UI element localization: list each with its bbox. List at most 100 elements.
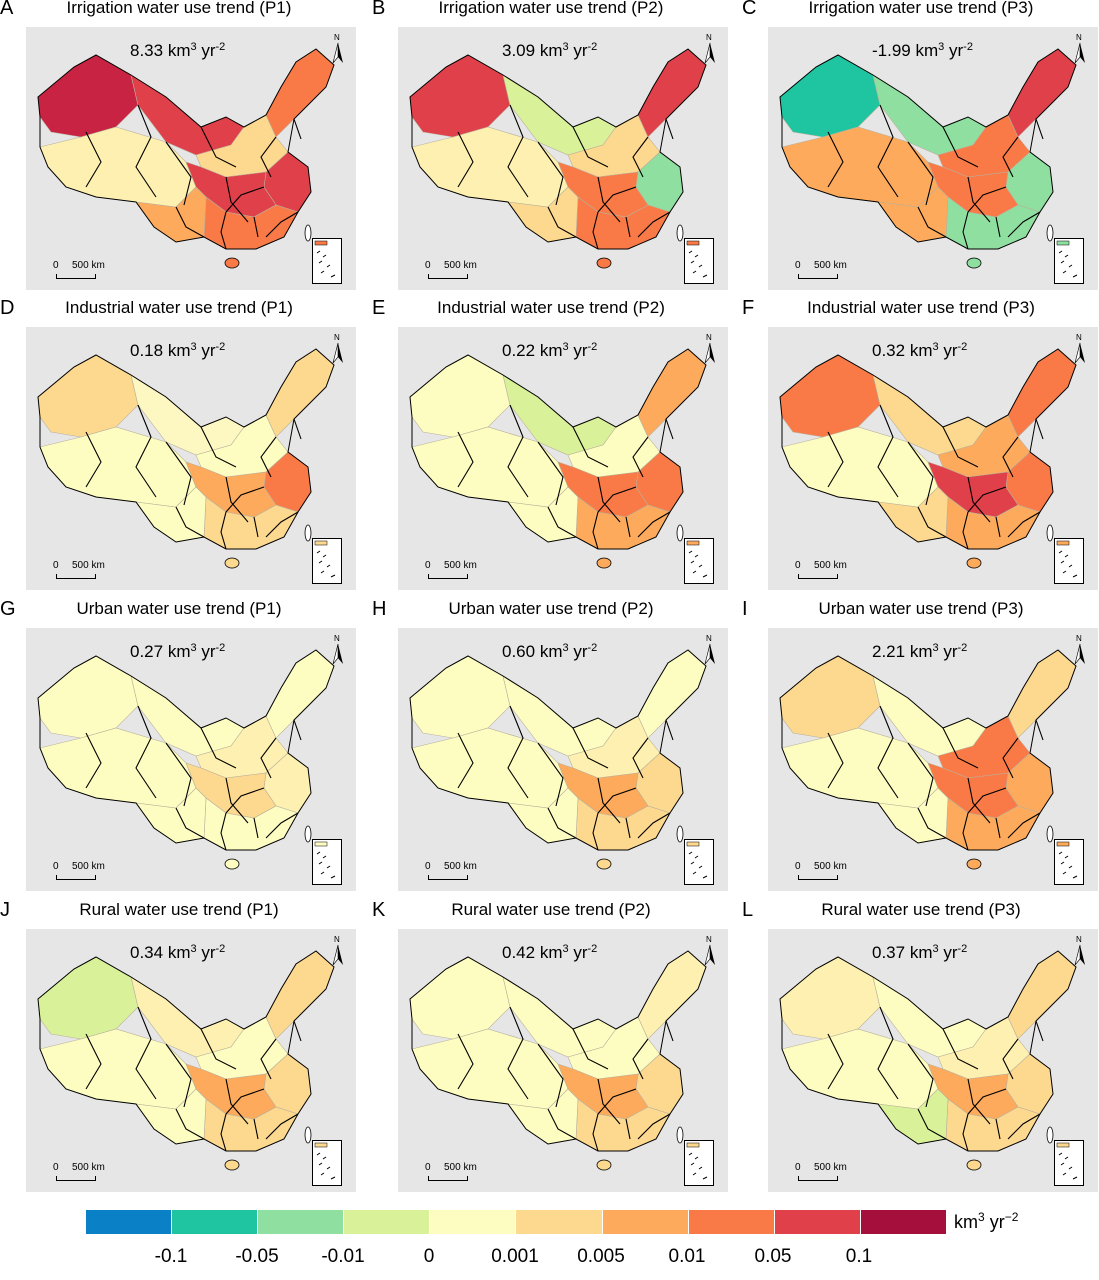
china-map — [779, 649, 1077, 870]
island-taiwan — [1046, 524, 1054, 542]
panel-letter: F — [742, 297, 755, 319]
province-borders — [85, 404, 302, 550]
map-frame: 0.22 km3 yr-2 N 0 500 km — [398, 327, 728, 590]
south-china-sea-inset — [684, 238, 714, 284]
country-outline — [779, 48, 1077, 250]
legend-swatch — [344, 1210, 431, 1234]
region-west — [779, 354, 881, 438]
island-taiwan — [1046, 825, 1054, 843]
legend-tick-label: 0.05 — [754, 1246, 792, 1267]
map-panel-j: J Rural water use trend (P1) 0.34 km3 yr-2… — [0, 899, 356, 1192]
panel-title: Rural water use trend (P1) — [79, 900, 279, 919]
map-panel-i: I Urban water use trend (P3) 2.21 km3 yr-2… — [742, 598, 1098, 891]
panel-title: Irrigation water use trend (P3) — [808, 0, 1034, 17]
region-northeast — [1007, 348, 1077, 438]
legend-swatch — [86, 1210, 173, 1234]
panel-letter: G — [0, 598, 16, 620]
country-outline — [37, 48, 335, 250]
island-hainan — [596, 257, 612, 269]
legend-tick-label: 0.01 — [668, 1246, 706, 1267]
region-west — [409, 956, 511, 1040]
trend-value: 3.09 km3 yr-2 — [502, 41, 598, 60]
region-west — [409, 54, 511, 138]
province-borders — [827, 104, 1044, 250]
country-outline — [37, 950, 335, 1152]
china-map — [779, 48, 1077, 269]
island-taiwan — [304, 224, 312, 242]
island-taiwan — [1046, 1126, 1054, 1144]
panel-letter: A — [0, 0, 14, 19]
south-china-sea-inset — [1054, 238, 1084, 284]
region-west — [37, 655, 139, 739]
legend-unit: km3 yr−2 — [954, 1210, 1019, 1232]
region-northeast — [637, 950, 707, 1040]
map-panel-g: G Urban water use trend (P1) 0.27 km3 yr-2… — [0, 598, 356, 891]
island-hainan — [224, 557, 240, 569]
panel-letter: D — [0, 297, 15, 319]
trend-value: 2.21 km3 yr-2 — [872, 642, 968, 661]
legend-tick-label: -0.05 — [235, 1246, 279, 1267]
region-west — [779, 54, 881, 138]
island-taiwan — [304, 825, 312, 843]
south-china-sea-inset — [312, 238, 342, 284]
panel-title: Industrial water use trend (P2) — [437, 298, 665, 317]
panel-letter: J — [0, 899, 10, 921]
south-china-sea-inset — [312, 839, 342, 885]
north-arrow-icon: N — [702, 333, 718, 365]
south-china-sea-inset — [684, 839, 714, 885]
country-outline — [779, 950, 1077, 1152]
north-arrow-icon: N — [702, 634, 718, 666]
panel-title: Urban water use trend (P3) — [818, 599, 1024, 618]
trend-value: 8.33 km3 yr-2 — [130, 41, 226, 60]
legend-swatch — [258, 1210, 345, 1234]
region-northeast — [637, 649, 707, 739]
island-hainan — [224, 257, 240, 269]
province-borders — [457, 705, 674, 851]
island-hainan — [596, 858, 612, 870]
map-panel-e: E Industrial water use trend (P2) 0.22 km3… — [372, 297, 728, 590]
south-china-sea-inset — [312, 1140, 342, 1186]
region-northeast — [265, 348, 335, 438]
map-panel-h: H Urban water use trend (P2) 0.60 km3 yr-2… — [372, 598, 728, 891]
china-map — [37, 348, 335, 569]
legend-tick-label: 0.001 — [491, 1246, 539, 1267]
province-borders — [85, 1006, 302, 1152]
island-hainan — [966, 858, 982, 870]
legend-swatch — [430, 1210, 517, 1234]
panel-title: Rural water use trend (P2) — [451, 900, 651, 919]
region-west — [779, 956, 881, 1040]
region-northeast — [265, 950, 335, 1040]
china-map — [409, 348, 707, 569]
panel-title: Industrial water use trend (P3) — [807, 298, 1035, 317]
south-china-sea-inset — [684, 1140, 714, 1186]
china-map — [409, 48, 707, 269]
island-taiwan — [1046, 224, 1054, 242]
island-hainan — [224, 1159, 240, 1171]
legend-tick-label: 0.1 — [845, 1246, 873, 1267]
panel-title: Industrial water use trend (P1) — [65, 298, 293, 317]
country-outline — [779, 348, 1077, 550]
trend-value: 0.60 km3 yr-2 — [502, 642, 598, 661]
panel-title: Irrigation water use trend (P2) — [438, 0, 664, 17]
region-northeast — [1007, 950, 1077, 1040]
north-arrow-icon: N — [1072, 33, 1088, 65]
province-borders — [827, 705, 1044, 851]
legend-tick-label: -0.01 — [321, 1246, 365, 1267]
map-frame: 2.21 km3 yr-2 N 0 500 km — [768, 628, 1098, 891]
region-west — [37, 54, 139, 138]
trend-value: 0.32 km3 yr-2 — [872, 341, 968, 360]
country-outline — [37, 348, 335, 550]
south-china-sea-inset — [1054, 538, 1084, 584]
north-arrow-icon: N — [330, 634, 346, 666]
region-west — [37, 956, 139, 1040]
legend-swatch — [516, 1210, 603, 1234]
panel-title: Urban water use trend (P1) — [76, 599, 282, 618]
map-panel-f: F Industrial water use trend (P3) 0.32 km3… — [742, 297, 1098, 590]
region-west — [409, 655, 511, 739]
province-borders — [85, 104, 302, 250]
country-outline — [409, 649, 707, 851]
map-frame: 0.32 km3 yr-2 N 0 500 km — [768, 327, 1098, 590]
country-outline — [37, 649, 335, 851]
trend-value: 0.34 km3 yr-2 — [130, 943, 226, 962]
map-panel-a: A Irrigation water use trend (P1) 8.33 km3… — [0, 0, 356, 290]
